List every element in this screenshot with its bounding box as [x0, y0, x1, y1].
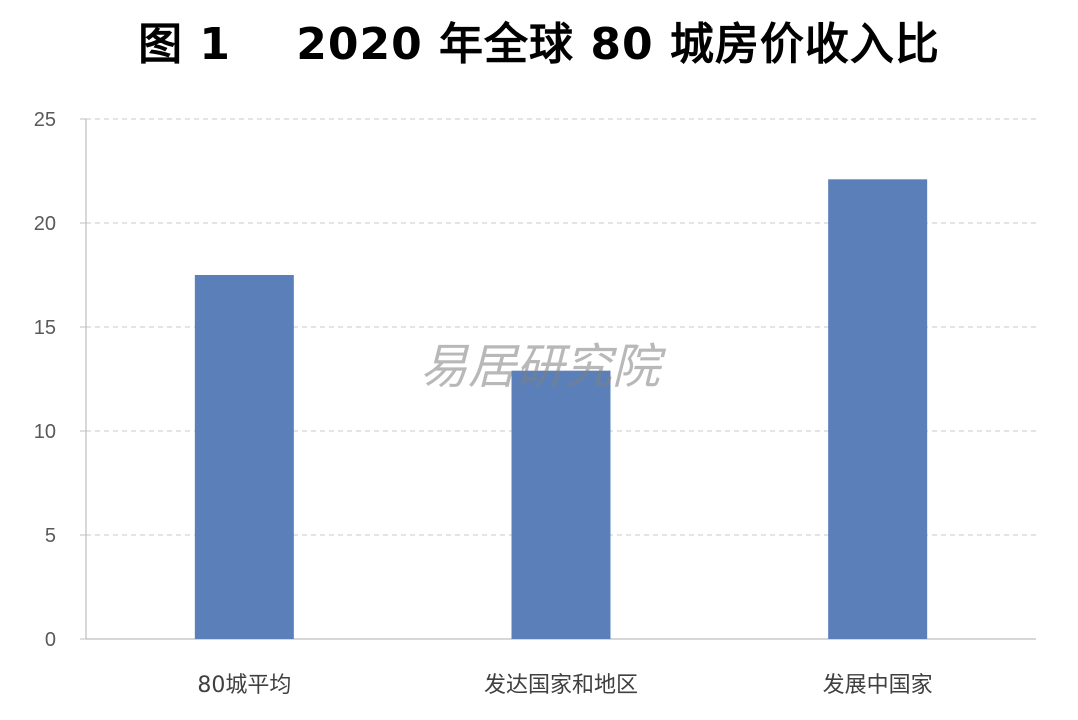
y-tick-label: 25 — [34, 109, 56, 131]
watermark-text: 易居研究院 — [420, 339, 667, 395]
y-tick-label: 5 — [45, 525, 56, 547]
category-label: 发展中国家 — [823, 673, 933, 698]
y-tick-label: 20 — [34, 213, 56, 235]
bar — [511, 370, 611, 639]
chart-title: 图 1 2020 年全球 80 城房价收入比 — [138, 19, 940, 70]
y-tick-label: 10 — [34, 421, 56, 443]
category-label: 80城平均 — [197, 673, 291, 698]
bar — [194, 275, 294, 639]
category-label: 发达国家和地区 — [484, 673, 638, 698]
y-tick-label: 0 — [45, 629, 56, 651]
labels: 0 5 10 15 20 25 80城平均 发达国家和地区 发展中国家 — [34, 109, 933, 698]
bar — [828, 179, 928, 639]
bars — [194, 179, 928, 639]
y-tick-label: 15 — [34, 317, 56, 339]
